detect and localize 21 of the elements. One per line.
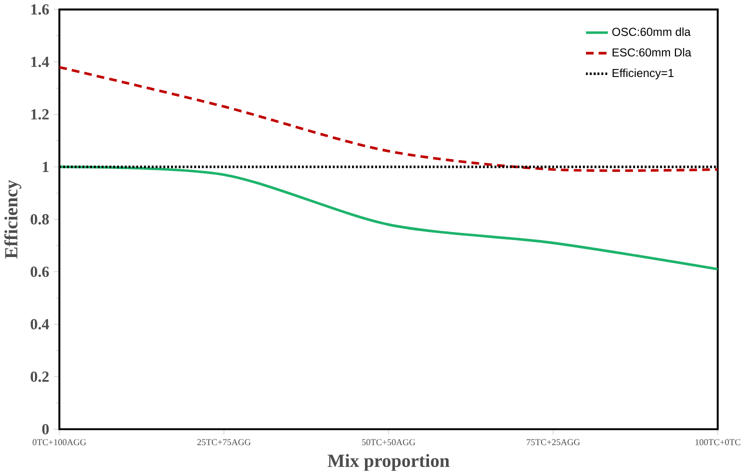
line-series bbox=[59, 166, 718, 270]
x-tick-label: 75TC+25AGG bbox=[526, 439, 580, 446]
y-tick-label: 1 bbox=[42, 162, 49, 172]
y-tick-label: 1.2 bbox=[31, 109, 49, 120]
x-tick-label: 25TC+75AGG bbox=[197, 439, 251, 446]
y-tick-label: 0.4 bbox=[30, 318, 50, 330]
y-tick-label: 1.4 bbox=[31, 56, 50, 68]
y-axis-title: Efficiency bbox=[4, 180, 22, 258]
y-tick-label: 0 bbox=[42, 424, 49, 434]
y-tick-label: 0.2 bbox=[30, 371, 49, 382]
x-axis-title: Mix proportion bbox=[328, 454, 450, 471]
line-series bbox=[59, 66, 718, 172]
legend-label: Efficiency=1 bbox=[612, 68, 674, 80]
y-tick-label: 0.8 bbox=[30, 214, 49, 225]
y-tick-label: 1.6 bbox=[31, 4, 49, 15]
x-tick-label: 100TC+0TC bbox=[696, 439, 740, 446]
x-tick-label: 50TC+50AGG bbox=[362, 439, 416, 446]
legend-label: ESC:60mm Dla bbox=[612, 48, 692, 56]
y-tick-label: 0.6 bbox=[30, 266, 49, 277]
legend-label: OSC:60mm dla bbox=[612, 27, 691, 36]
x-tick-label: 0TC+100AGG bbox=[32, 439, 86, 446]
